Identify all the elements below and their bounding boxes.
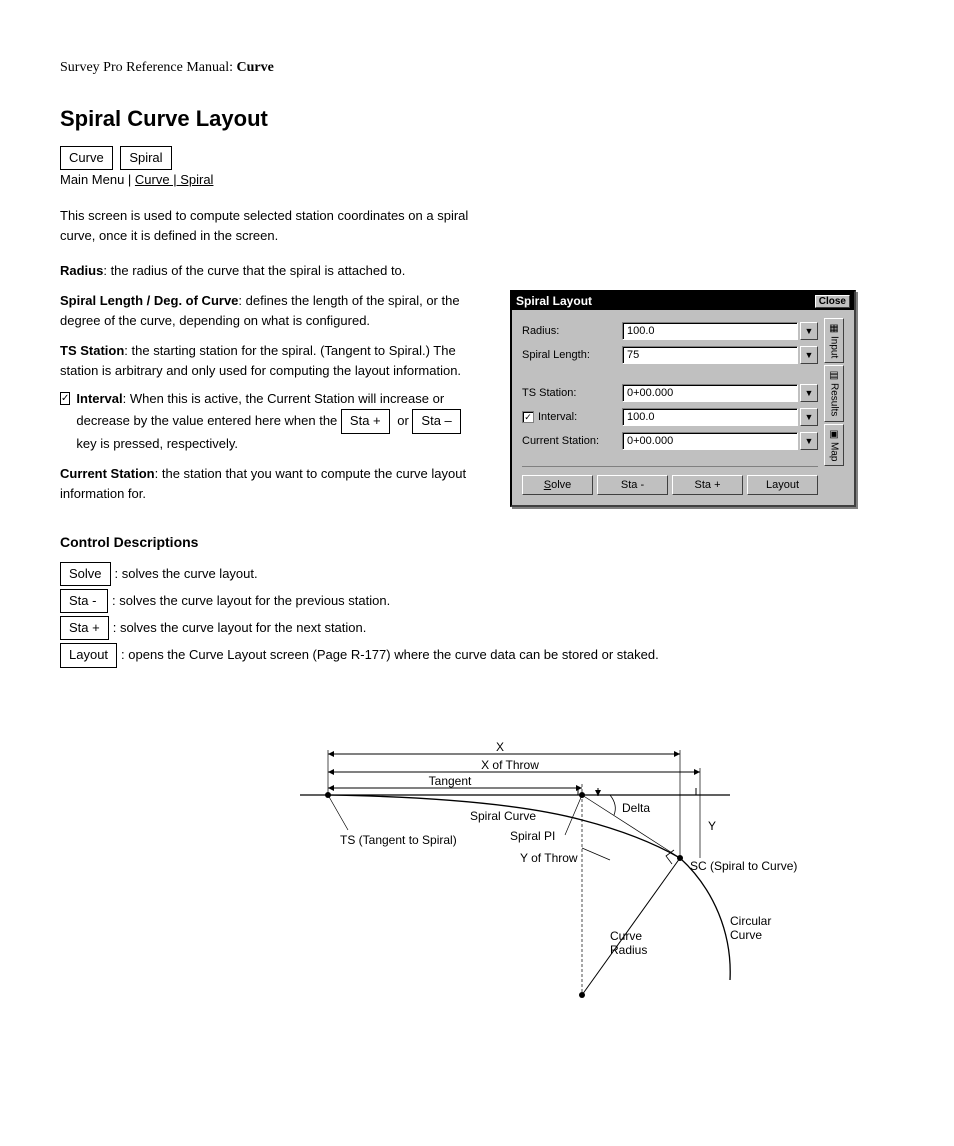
d-spiral-dropdown[interactable]: ▼ <box>800 346 818 364</box>
spiral-key: Spiral <box>120 146 171 170</box>
interval-check-icon: ✓ <box>60 392 70 405</box>
d-ts-label: TS Station: <box>522 387 622 399</box>
diag-ts-label: TS (Tangent to Spiral) <box>340 833 457 847</box>
d-sta-minus-button[interactable]: Sta - <box>597 475 668 495</box>
diag-spiral-pi-label: Spiral PI <box>510 829 555 843</box>
interval-label: Interval <box>76 391 122 406</box>
d-interval-dropdown[interactable]: ▼ <box>800 408 818 426</box>
layout-key: Layout <box>60 643 117 667</box>
map-icon: ▣ <box>829 429 840 440</box>
d-ts-dropdown[interactable]: ▼ <box>800 384 818 402</box>
header-chapter: Curve <box>237 60 274 75</box>
diag-x-label: X <box>496 740 504 754</box>
access-link: Curve | Spiral <box>135 172 214 187</box>
d-ts-input[interactable] <box>622 384 798 402</box>
d-spiral-label: Spiral Length: <box>522 349 622 361</box>
sta-minus-desc: : solves the curve layout for the previo… <box>112 593 390 608</box>
input-icon: ▦ <box>829 323 840 334</box>
sta-plus-desc: : solves the curve layout for the next s… <box>113 620 367 635</box>
current-label: Current Station <box>60 466 155 481</box>
spiral-layout-dialog: Spiral Layout Close Radius: ▼ Spiral Len… <box>510 290 856 507</box>
diag-delta-label: Delta <box>622 801 650 815</box>
dialog-close-button[interactable]: Close <box>815 295 850 308</box>
controls-heading: Control Descriptions <box>60 534 894 550</box>
tab-results[interactable]: ▤Results <box>824 365 844 421</box>
interval-desc2: key is pressed, respectively. <box>76 436 238 451</box>
intro-text: This screen is used to compute selected … <box>60 206 480 246</box>
curve-key: Curve <box>60 146 113 170</box>
radius-desc: : the radius of the curve that the spira… <box>103 263 405 278</box>
diag-spiral-curve-label: Spiral Curve <box>470 809 536 823</box>
sta-minus-key: Sta – <box>412 409 460 433</box>
section-title: Spiral Curve Layout <box>60 106 894 132</box>
d-solve-button[interactable]: SSolveolve <box>522 475 593 495</box>
diag-ythrow-label: Y of Throw <box>520 851 578 865</box>
sta-plus-key: Sta + <box>341 409 390 433</box>
diag-curve-radius-label: Curve Radius <box>610 929 647 957</box>
access-prefix: Main Menu | <box>60 172 135 187</box>
dialog-title: Spiral Layout <box>516 294 592 308</box>
diag-y-label: Y <box>708 819 716 833</box>
diag-circular-curve-label: Circular Curve <box>730 914 775 942</box>
d-spiral-input[interactable] <box>622 346 798 364</box>
d-current-label: Current Station: <box>522 435 622 447</box>
d-interval-checkbox[interactable]: ✓ <box>522 411 534 423</box>
spiral-diagram: X X of Throw Tangent Y Spiral Curve <box>300 740 820 1020</box>
d-radius-dropdown[interactable]: ▼ <box>800 322 818 340</box>
spiral-len-label: Spiral Length / Deg. of Curve <box>60 293 238 308</box>
ctrl-sta-plus-key: Sta + <box>60 616 109 640</box>
d-radius-input[interactable] <box>622 322 798 340</box>
d-radius-label: Radius: <box>522 325 622 337</box>
d-sta-plus-button[interactable]: Sta + <box>672 475 743 495</box>
solve-key: Solve <box>60 562 111 586</box>
d-layout-button[interactable]: Layout <box>747 475 818 495</box>
tab-map[interactable]: ▣Map <box>824 424 844 466</box>
d-interval-input[interactable] <box>622 408 798 426</box>
d-current-input[interactable] <box>622 432 798 450</box>
d-interval-label: Interval: <box>538 411 577 423</box>
d-current-dropdown[interactable]: ▼ <box>800 432 818 450</box>
diag-xthrow-label: X of Throw <box>481 758 539 772</box>
solve-desc: : solves the curve layout. <box>115 566 258 581</box>
diag-tangent-label: Tangent <box>429 774 472 788</box>
tab-input[interactable]: ▦Input <box>824 318 844 363</box>
layout-desc: : opens the Curve Layout screen (Page R-… <box>121 647 659 662</box>
ts-station-label: TS Station <box>60 343 124 358</box>
results-icon: ▤ <box>829 370 840 381</box>
ctrl-sta-minus-key: Sta - <box>60 589 108 613</box>
diag-sc-label: SC (Spiral to Curve) <box>690 859 797 873</box>
header-product: Survey Pro Reference Manual: <box>60 60 233 75</box>
radius-label: Radius <box>60 263 103 278</box>
